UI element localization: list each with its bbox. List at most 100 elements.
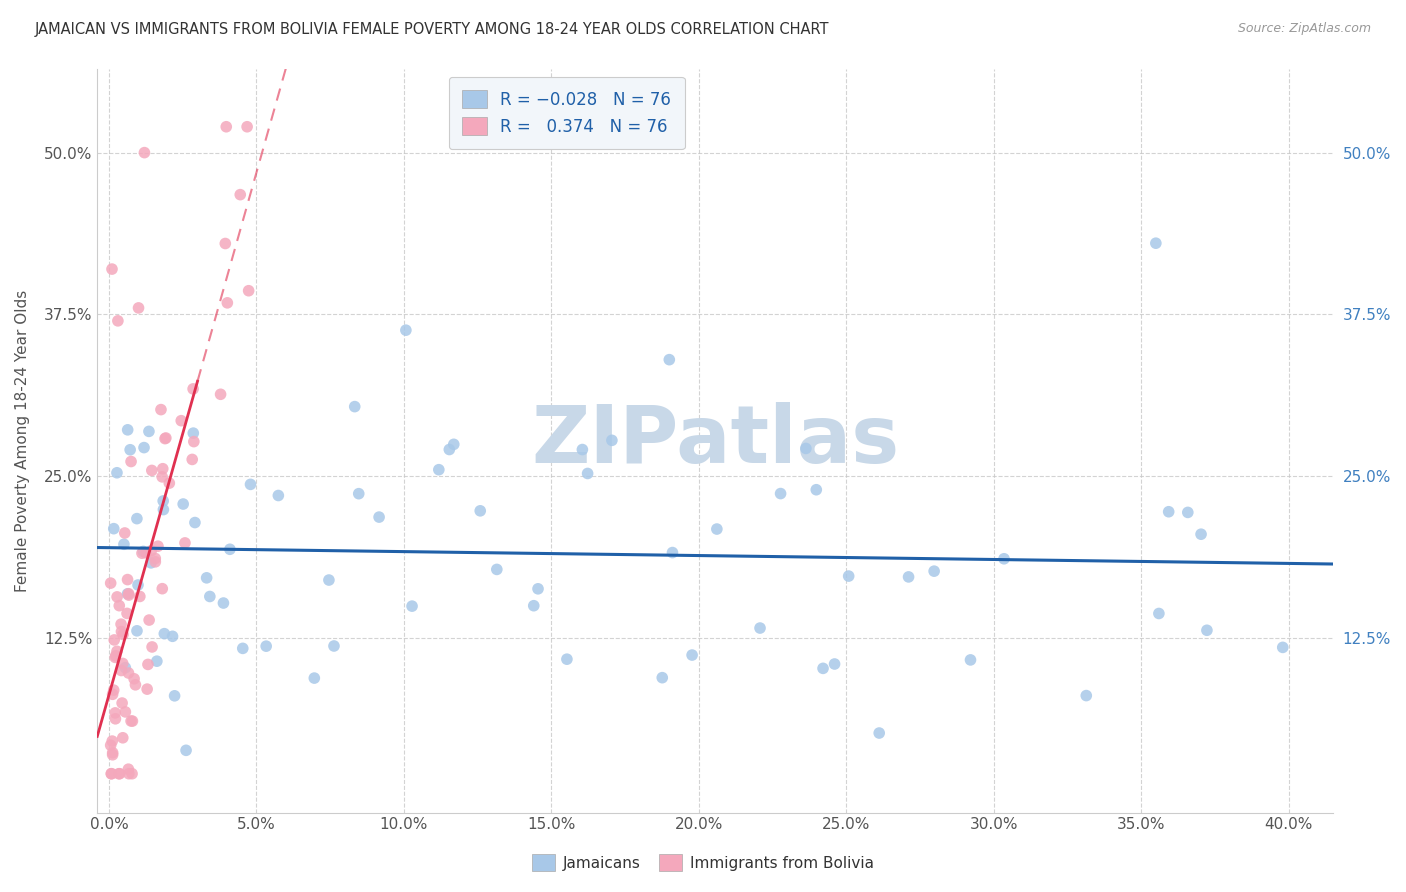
- Point: [152, 494, 174, 508]
- Point: [174, 536, 197, 550]
- Point: [135, 546, 157, 560]
- Point: [318, 573, 340, 587]
- Point: [209, 387, 232, 401]
- Point: [174, 743, 197, 757]
- Point: [1189, 527, 1212, 541]
- Y-axis label: Female Poverty Among 18-24 Year Olds: Female Poverty Among 18-24 Year Olds: [15, 289, 30, 591]
- Point: [146, 539, 169, 553]
- Point: [118, 588, 141, 602]
- Point: [212, 596, 235, 610]
- Point: [117, 573, 139, 587]
- Point: [112, 627, 135, 641]
- Point: [128, 301, 150, 315]
- Point: [1195, 624, 1218, 638]
- Point: [120, 714, 142, 728]
- Point: [121, 714, 143, 728]
- Point: [150, 582, 173, 596]
- Text: Source: ZipAtlas.com: Source: ZipAtlas.com: [1237, 22, 1371, 36]
- Point: [485, 562, 508, 576]
- Point: [153, 626, 176, 640]
- Point: [125, 511, 148, 525]
- Point: [108, 599, 131, 613]
- Point: [132, 544, 155, 558]
- Point: [239, 477, 262, 491]
- Point: [146, 654, 169, 668]
- Point: [112, 537, 135, 551]
- Point: [181, 452, 204, 467]
- Point: [347, 486, 370, 500]
- Point: [1076, 689, 1098, 703]
- Point: [157, 476, 180, 491]
- Point: [1144, 236, 1167, 251]
- Point: [959, 653, 981, 667]
- Point: [120, 442, 142, 457]
- Point: [368, 510, 391, 524]
- Point: [110, 617, 132, 632]
- Point: [120, 454, 142, 468]
- Point: [238, 284, 260, 298]
- Point: [806, 483, 828, 497]
- Point: [219, 542, 242, 557]
- Point: [215, 120, 238, 134]
- Point: [114, 705, 136, 719]
- Legend: R = −0.028   N = 76, R =   0.374   N = 76: R = −0.028 N = 76, R = 0.374 N = 76: [449, 77, 685, 149]
- Point: [110, 664, 132, 678]
- Point: [110, 624, 132, 639]
- Point: [527, 582, 550, 596]
- Point: [749, 621, 772, 635]
- Point: [101, 746, 124, 760]
- Point: [141, 640, 163, 654]
- Point: [108, 766, 131, 780]
- Point: [254, 639, 277, 653]
- Text: ZIPatlas: ZIPatlas: [531, 401, 900, 480]
- Point: [651, 671, 673, 685]
- Point: [118, 766, 141, 780]
- Point: [811, 661, 834, 675]
- Point: [470, 504, 492, 518]
- Point: [104, 712, 127, 726]
- Point: [134, 145, 156, 160]
- Point: [136, 657, 159, 672]
- Point: [131, 546, 153, 560]
- Point: [100, 738, 122, 752]
- Point: [195, 571, 218, 585]
- Point: [571, 442, 593, 457]
- Point: [172, 497, 194, 511]
- Point: [143, 551, 166, 566]
- Point: [838, 569, 860, 583]
- Point: [100, 576, 122, 591]
- Point: [304, 671, 326, 685]
- Point: [184, 516, 207, 530]
- Point: [122, 672, 145, 686]
- Point: [681, 648, 703, 662]
- Point: [101, 747, 124, 762]
- Point: [1147, 607, 1170, 621]
- Point: [922, 564, 945, 578]
- Point: [198, 590, 221, 604]
- Legend: Jamaicans, Immigrants from Bolivia: Jamaicans, Immigrants from Bolivia: [526, 848, 880, 877]
- Point: [658, 352, 681, 367]
- Point: [181, 382, 204, 396]
- Point: [128, 590, 150, 604]
- Point: [993, 551, 1015, 566]
- Point: [117, 587, 139, 601]
- Point: [162, 629, 184, 643]
- Point: [117, 665, 139, 680]
- Point: [152, 502, 174, 516]
- Point: [181, 426, 204, 441]
- Point: [769, 486, 792, 500]
- Point: [395, 323, 418, 337]
- Point: [236, 120, 259, 134]
- Point: [661, 545, 683, 559]
- Point: [217, 296, 239, 310]
- Point: [600, 434, 623, 448]
- Point: [136, 682, 159, 697]
- Point: [824, 657, 846, 671]
- Point: [163, 689, 186, 703]
- Point: [115, 607, 138, 621]
- Point: [401, 599, 423, 614]
- Point: [232, 641, 254, 656]
- Point: [1271, 640, 1294, 655]
- Point: [117, 762, 139, 776]
- Point: [101, 687, 124, 701]
